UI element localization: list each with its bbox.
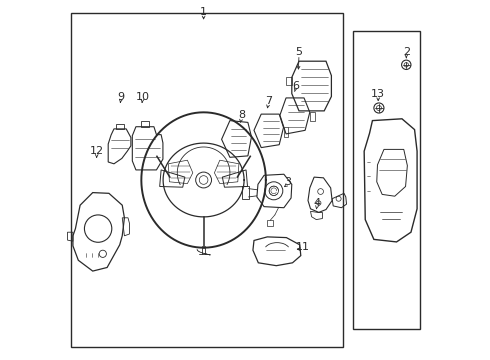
Text: 9: 9 [117, 92, 124, 102]
Text: 3: 3 [284, 177, 291, 187]
Bar [72, 13, 343, 347]
Text: 2: 2 [403, 47, 410, 57]
Text: 1: 1 [200, 6, 207, 17]
Text: 8: 8 [238, 110, 245, 120]
Text: 4: 4 [314, 198, 320, 208]
Text: 6: 6 [292, 81, 299, 91]
Text: 13: 13 [371, 89, 385, 99]
Text: 10: 10 [135, 92, 149, 102]
Text: 7: 7 [265, 96, 272, 106]
Text: 5: 5 [295, 47, 302, 57]
Bar [353, 31, 419, 329]
Text: 12: 12 [90, 146, 104, 156]
Text: 11: 11 [295, 242, 310, 252]
